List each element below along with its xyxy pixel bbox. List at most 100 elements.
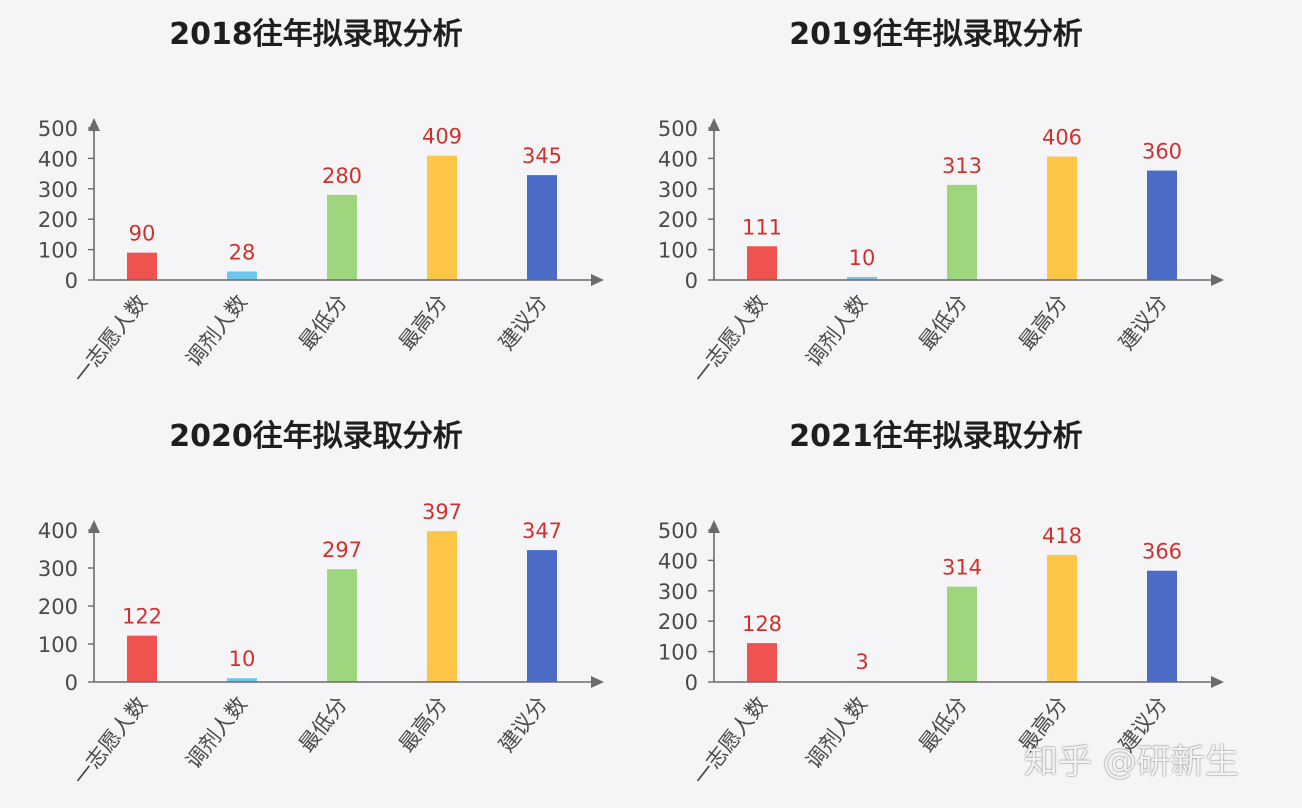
data-label-4: 345: [522, 144, 562, 168]
bar-1: [227, 271, 257, 280]
chart-title: 2019往年拟录取分析: [789, 17, 1083, 52]
category-label-4: 建议分: [1114, 290, 1172, 354]
x-axis-arrow: [1211, 274, 1224, 286]
category-label-1: 调剂人数: [801, 692, 872, 773]
bar-0: [127, 635, 157, 682]
category-label-2: 最低分: [914, 692, 972, 756]
y-tick-label-4: 400: [658, 549, 698, 573]
y-tick-label-1: 100: [658, 239, 698, 263]
data-label-4: 347: [522, 519, 562, 543]
category-label-2: 最低分: [294, 692, 352, 756]
y-tick-label-1: 100: [658, 641, 698, 665]
data-label-4: 360: [1142, 140, 1182, 164]
category-label-1: 调剂人数: [181, 290, 252, 371]
y-tick-label-0: 0: [65, 671, 78, 695]
data-label-2: 280: [322, 164, 362, 188]
category-label-2: 最低分: [914, 290, 972, 354]
y-tick-label-0: 0: [685, 269, 698, 293]
y-axis-arrow: [88, 118, 100, 131]
data-label-1: 10: [849, 246, 876, 270]
y-axis-arrow: [88, 520, 100, 533]
category-label-0: 一志愿人数: [68, 290, 152, 388]
chart-2020-svg: 2020往年拟录取分析 122 10 297 397 347 0 100 200 300 400 一志…: [38, 419, 604, 790]
x-axis-arrow: [591, 676, 604, 688]
y-tick-label-5: 500: [658, 519, 698, 543]
bar-3: [1047, 554, 1077, 682]
data-label-3: 418: [1042, 524, 1082, 548]
bar-2: [947, 586, 977, 682]
y-tick-label-2: 200: [658, 208, 698, 232]
chart-title: 2021往年拟录取分析: [789, 419, 1083, 454]
y-tick-label-4: 400: [38, 519, 78, 543]
category-label-4: 建议分: [494, 290, 552, 354]
chart-panel-2018: 2018往年拟录取分析 90 28 280 409 345 0 100 200 300 400 500…: [0, 0, 640, 400]
bar-2: [327, 194, 357, 280]
bar-4: [1147, 170, 1177, 280]
chart-panel-2021: 2021往年拟录取分析 128 3 314 418 366 0 100 200 300 400 500…: [620, 402, 1260, 802]
bar-0: [127, 252, 157, 280]
chart-panel-2020: 2020往年拟录取分析 122 10 297 397 347 0 100 200 300 400 一志…: [0, 402, 640, 802]
watermark-text: 知乎 @研新生: [1024, 742, 1239, 782]
bar-2: [327, 569, 357, 682]
chart-2018-svg: 2018往年拟录取分析 90 28 280 409 345 0 100 200 300 400 500…: [38, 17, 604, 388]
y-tick-label-5: 500: [658, 117, 698, 141]
chart-title: 2020往年拟录取分析: [169, 419, 463, 454]
data-label-0: 128: [742, 612, 782, 636]
bar-2: [947, 184, 977, 280]
bar-4: [527, 175, 557, 280]
data-label-1: 10: [229, 647, 256, 671]
y-axis-arrow: [708, 118, 720, 131]
category-label-1: 调剂人数: [801, 290, 872, 371]
data-label-1: 3: [855, 650, 868, 674]
category-label-0: 一志愿人数: [688, 692, 772, 790]
data-label-2: 313: [942, 154, 982, 178]
y-tick-label-2: 200: [38, 595, 78, 619]
y-tick-label-3: 300: [658, 178, 698, 202]
data-label-3: 406: [1042, 126, 1082, 150]
y-tick-label-5: 500: [38, 117, 78, 141]
x-axis-arrow: [591, 274, 604, 286]
chart-2019-svg: 2019往年拟录取分析 111 10 313 406 360 0 100 200 300 400 50…: [658, 17, 1224, 388]
y-tick-label-4: 400: [658, 147, 698, 171]
category-label-0: 一志愿人数: [688, 290, 772, 388]
bar-3: [427, 155, 457, 280]
chart-title: 2018往年拟录取分析: [169, 17, 463, 52]
x-axis-arrow: [1211, 676, 1224, 688]
y-axis-arrow: [708, 520, 720, 533]
data-label-2: 314: [942, 556, 982, 580]
bar-1: [847, 276, 877, 280]
y-tick-label-3: 300: [658, 580, 698, 604]
category-label-0: 一志愿人数: [68, 692, 152, 790]
y-tick-label-3: 300: [38, 557, 78, 581]
chart-panel-2019: 2019往年拟录取分析 111 10 313 406 360 0 100 200 300 400 50…: [620, 0, 1260, 400]
y-tick-label-2: 200: [38, 208, 78, 232]
category-label-1: 调剂人数: [181, 692, 252, 773]
y-tick-label-2: 200: [658, 610, 698, 634]
y-tick-label-0: 0: [65, 269, 78, 293]
bar-4: [527, 550, 557, 682]
category-label-3: 最高分: [394, 692, 452, 756]
data-label-2: 297: [322, 538, 362, 562]
bar-4: [1147, 570, 1177, 682]
bar-0: [747, 246, 777, 280]
category-label-3: 最高分: [394, 290, 452, 354]
data-label-3: 409: [422, 125, 462, 149]
category-label-4: 建议分: [494, 692, 552, 756]
y-tick-label-1: 100: [38, 633, 78, 657]
category-label-3: 最高分: [1014, 290, 1072, 354]
chart-2021-svg: 2021往年拟录取分析 128 3 314 418 366 0 100 200 300 400 500…: [658, 419, 1224, 790]
data-label-0: 122: [122, 605, 162, 629]
data-label-4: 366: [1142, 540, 1182, 564]
bar-1: [227, 678, 257, 682]
bar-3: [427, 531, 457, 682]
bar-3: [1047, 156, 1077, 280]
y-tick-label-0: 0: [685, 671, 698, 695]
data-label-0: 111: [742, 215, 782, 239]
y-tick-label-4: 400: [38, 147, 78, 171]
data-label-3: 397: [422, 500, 462, 524]
data-label-0: 90: [129, 222, 156, 246]
y-tick-label-1: 100: [38, 239, 78, 263]
data-label-1: 28: [229, 240, 256, 264]
y-tick-label-3: 300: [38, 178, 78, 202]
